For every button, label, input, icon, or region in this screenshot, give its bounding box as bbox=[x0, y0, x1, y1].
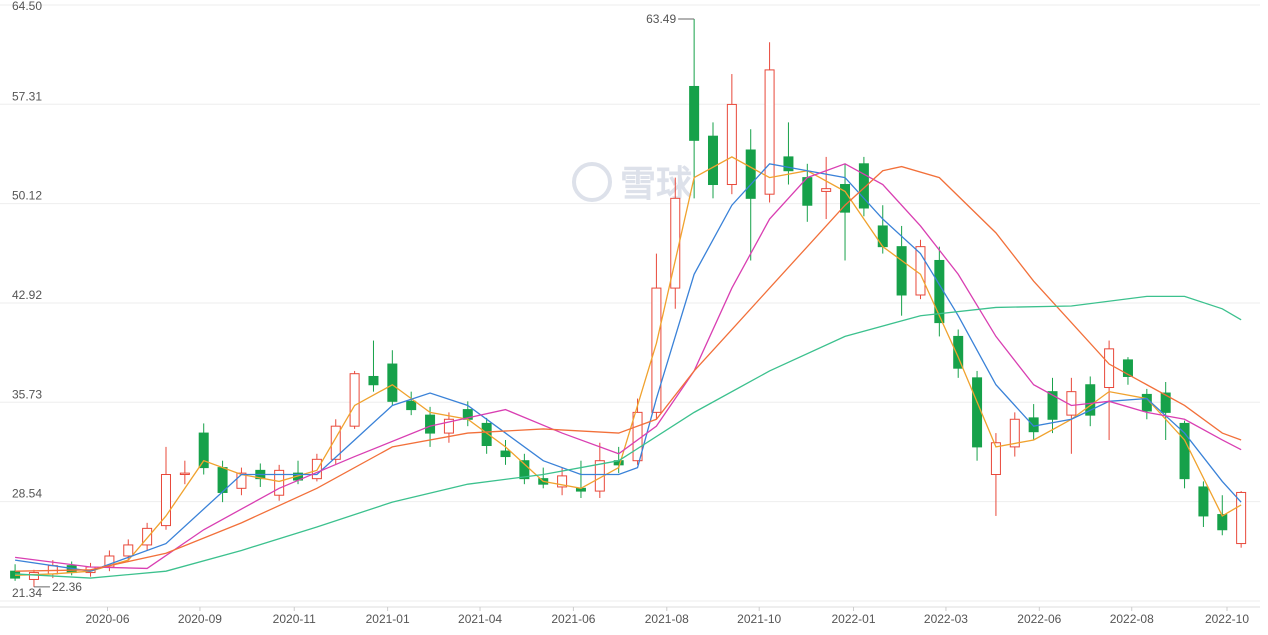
candle-body bbox=[651, 287, 662, 413]
y-tick-label: 21.34 bbox=[12, 586, 42, 600]
candle-body bbox=[330, 425, 341, 460]
x-tick-label: 2020-09 bbox=[178, 612, 222, 626]
moving-average-line bbox=[15, 165, 1242, 572]
candle-body bbox=[519, 460, 530, 480]
annotation-label: 22.36 bbox=[52, 580, 82, 594]
candle-body bbox=[972, 377, 983, 448]
moving-average-line bbox=[14, 163, 1242, 572]
candle-body bbox=[707, 135, 718, 186]
x-tick-label: 2021-06 bbox=[551, 612, 595, 626]
x-tick-label: 2021-10 bbox=[737, 612, 781, 626]
candle-body bbox=[443, 418, 454, 434]
y-tick-label: 64.50 bbox=[12, 0, 42, 13]
candle-body bbox=[821, 188, 832, 192]
candle-body bbox=[1160, 392, 1171, 413]
candle-body bbox=[1085, 384, 1096, 416]
candle-body bbox=[1104, 348, 1115, 389]
x-tick-label: 2021-04 bbox=[458, 612, 502, 626]
candle-body bbox=[896, 246, 907, 296]
candle-body bbox=[198, 432, 209, 469]
candle-body bbox=[953, 335, 964, 369]
candle-body bbox=[500, 450, 511, 458]
y-tick-label: 35.73 bbox=[12, 387, 42, 401]
x-tick-label: 2022-01 bbox=[831, 612, 875, 626]
candle-body bbox=[179, 472, 190, 476]
x-tick-label: 2020-06 bbox=[85, 612, 129, 626]
candle-body bbox=[745, 149, 756, 199]
grid bbox=[0, 4, 1260, 602]
candle-body bbox=[349, 373, 360, 427]
candle-body bbox=[1236, 491, 1247, 545]
candle-body bbox=[28, 572, 39, 580]
candle-body bbox=[481, 422, 492, 447]
candle-body bbox=[123, 544, 134, 557]
candle-body bbox=[632, 411, 643, 462]
candle-body bbox=[726, 103, 737, 186]
watermark-logo bbox=[572, 162, 612, 202]
candles bbox=[10, 18, 1247, 587]
x-tick-label: 2022-03 bbox=[924, 612, 968, 626]
x-tick-label: 2022-08 bbox=[1110, 612, 1154, 626]
moving-average-line bbox=[15, 156, 1242, 576]
candle-body bbox=[689, 85, 700, 141]
y-tick-label: 57.31 bbox=[12, 89, 42, 103]
candle-body bbox=[425, 414, 436, 434]
candle-body bbox=[368, 375, 379, 386]
candle-body bbox=[1217, 514, 1228, 531]
candle-body bbox=[858, 163, 869, 209]
candle-body bbox=[764, 69, 775, 195]
x-tick-label: 2020-11 bbox=[273, 612, 316, 626]
x-tick-label: 2021-01 bbox=[366, 612, 410, 626]
watermark-text: 雪球 bbox=[620, 163, 693, 204]
moving-average-line bbox=[15, 295, 1242, 579]
y-tick-label: 42.92 bbox=[12, 288, 42, 302]
candle-body bbox=[387, 363, 398, 402]
candle-body bbox=[236, 472, 247, 489]
candle-body bbox=[1122, 359, 1133, 377]
candle-body bbox=[1179, 422, 1190, 480]
x-tick-label: 2021-08 bbox=[645, 612, 689, 626]
candle-body bbox=[406, 400, 417, 411]
x-tick-label: 2022-06 bbox=[1017, 612, 1061, 626]
candle-body bbox=[783, 156, 794, 172]
candle-body bbox=[1028, 417, 1039, 433]
moving-average-line bbox=[15, 163, 1242, 570]
x-tick-label: 2022-10 bbox=[1205, 612, 1249, 626]
candle-body bbox=[160, 474, 171, 527]
candle-body bbox=[990, 442, 1001, 476]
annotation-label: 63.49 bbox=[646, 12, 676, 26]
candle-body bbox=[557, 475, 568, 488]
candle-body bbox=[877, 225, 888, 248]
y-tick-label: 50.12 bbox=[12, 189, 42, 203]
candle-body bbox=[274, 469, 285, 496]
candle-body bbox=[1047, 391, 1058, 420]
watermark: 雪球 bbox=[572, 162, 693, 204]
candle-body bbox=[1009, 418, 1020, 448]
candle-body bbox=[311, 458, 322, 480]
y-tick-label: 28.54 bbox=[12, 487, 42, 501]
candle-body bbox=[142, 527, 153, 546]
candle-body bbox=[1198, 486, 1209, 517]
